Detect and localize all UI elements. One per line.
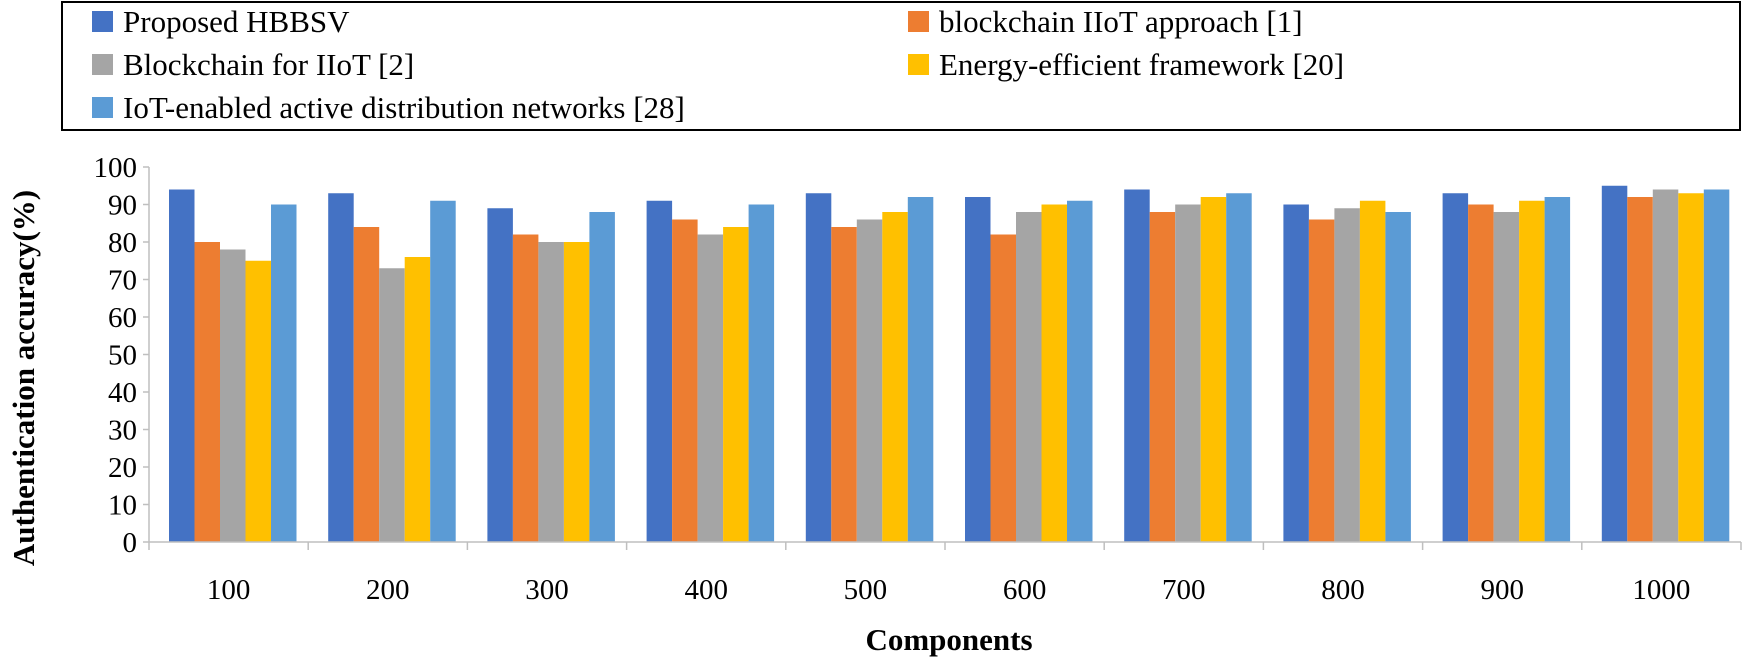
bar-s5-1000	[1703, 189, 1730, 542]
bar-s2-800	[1308, 219, 1335, 542]
bar-s5-300	[589, 212, 615, 542]
legend-swatch-s1	[92, 11, 113, 32]
bar-s2-200	[353, 227, 380, 542]
x-tick-label: 400	[684, 574, 728, 606]
legend-swatch-s3	[92, 54, 113, 75]
y-axis-title: Authentication accuracy(%)	[6, 190, 41, 566]
bar-s1-600	[965, 197, 991, 542]
bar-s4-800	[1359, 200, 1386, 542]
bar-s1-200	[328, 193, 354, 542]
y-tick-label: 20	[108, 452, 137, 484]
y-tick-label: 50	[108, 340, 137, 372]
bar-s4-400	[723, 227, 749, 542]
x-tick-label: 900	[1480, 574, 1524, 606]
bar-s4-600	[1041, 204, 1067, 542]
y-tick-label: 70	[108, 265, 137, 297]
y-tick-label: 40	[108, 377, 137, 409]
bar-s4-900	[1519, 200, 1545, 542]
x-tick-label: 1000	[1632, 574, 1690, 606]
bar-s3-900	[1493, 212, 1520, 542]
y-tick-label: 30	[108, 415, 137, 447]
legend-swatch-s4	[908, 54, 929, 75]
bar-s3-1000	[1652, 189, 1679, 542]
y-tick-label: 60	[108, 302, 137, 334]
legend-swatch-s2	[908, 11, 929, 32]
bar-s4-1000	[1678, 193, 1704, 542]
bar-s2-1000	[1627, 197, 1653, 542]
bar-s3-500	[856, 219, 883, 542]
x-tick-label: 600	[1003, 574, 1047, 606]
y-tick-label: 100	[94, 152, 138, 184]
bar-s2-500	[831, 227, 857, 542]
bar-s1-900	[1442, 193, 1469, 542]
bar-s1-1000	[1601, 185, 1628, 542]
x-tick-label: 300	[525, 574, 569, 606]
bar-s2-900	[1468, 204, 1494, 542]
x-tick-label: 200	[366, 574, 410, 606]
bar-s3-300	[538, 242, 564, 542]
y-tick-label: 10	[108, 490, 137, 522]
legend-box	[61, 1, 1741, 131]
bar-s4-500	[882, 212, 908, 542]
bar-s5-200	[430, 200, 456, 542]
bar-s1-100	[169, 189, 195, 542]
x-tick-label: 700	[1162, 574, 1206, 606]
bar-s1-400	[646, 200, 673, 542]
legend-label-s3: Blockchain for IIoT [2]	[123, 47, 414, 82]
x-tick-label: 100	[207, 574, 251, 606]
bar-s5-500	[907, 197, 934, 542]
legend-label-s2: blockchain IIoT approach [1]	[939, 4, 1303, 39]
bar-s3-200	[379, 268, 405, 542]
x-tick-label: 800	[1321, 574, 1365, 606]
bar-s1-700	[1124, 189, 1150, 542]
legend-swatch-s5	[92, 97, 113, 118]
bar-s3-700	[1175, 204, 1201, 542]
x-tick-label: 500	[844, 574, 888, 606]
y-tick-label: 0	[123, 527, 138, 559]
bar-s4-300	[563, 242, 590, 542]
legend-label-s5: IoT-enabled active distribution networks…	[123, 90, 685, 125]
bar-s4-200	[404, 257, 431, 542]
bars	[169, 185, 1730, 542]
bar-s2-700	[1149, 212, 1176, 542]
legend-label-s1: Proposed HBBSV	[123, 4, 350, 39]
bar-s3-100	[220, 249, 246, 542]
bar-s2-100	[194, 242, 220, 542]
y-axis: 0 10 20 30 40 50 60 70 80 90 100	[94, 152, 150, 559]
bar-s1-500	[805, 193, 832, 542]
bar-s4-700	[1200, 197, 1227, 542]
bar-s3-400	[697, 234, 724, 542]
bar-s1-800	[1283, 204, 1309, 542]
bar-s5-100	[271, 204, 297, 542]
bar-s5-800	[1385, 212, 1411, 542]
legend-label-s4: Energy-efficient framework [20]	[939, 47, 1344, 82]
bar-s4-100	[245, 260, 271, 542]
bar-s1-300	[487, 208, 513, 542]
x-axis: 100 200 300 400 500 600 700 800 900 1000	[148, 541, 1742, 606]
bar-s5-600	[1067, 200, 1093, 542]
bar-s5-400	[748, 204, 775, 542]
legend: Proposed HBBSV blockchain IIoT approach […	[92, 4, 1344, 125]
bar-s2-600	[990, 234, 1016, 542]
bar-s5-900	[1544, 197, 1571, 542]
bar-s2-400	[672, 219, 698, 542]
y-tick-label: 90	[108, 190, 137, 222]
bar-s2-300	[512, 234, 539, 542]
x-axis-title: Components	[865, 622, 1032, 657]
y-tick-label: 80	[108, 227, 137, 259]
bar-s5-700	[1226, 193, 1252, 542]
bar-s3-600	[1016, 212, 1042, 542]
bar-s3-800	[1334, 208, 1360, 542]
